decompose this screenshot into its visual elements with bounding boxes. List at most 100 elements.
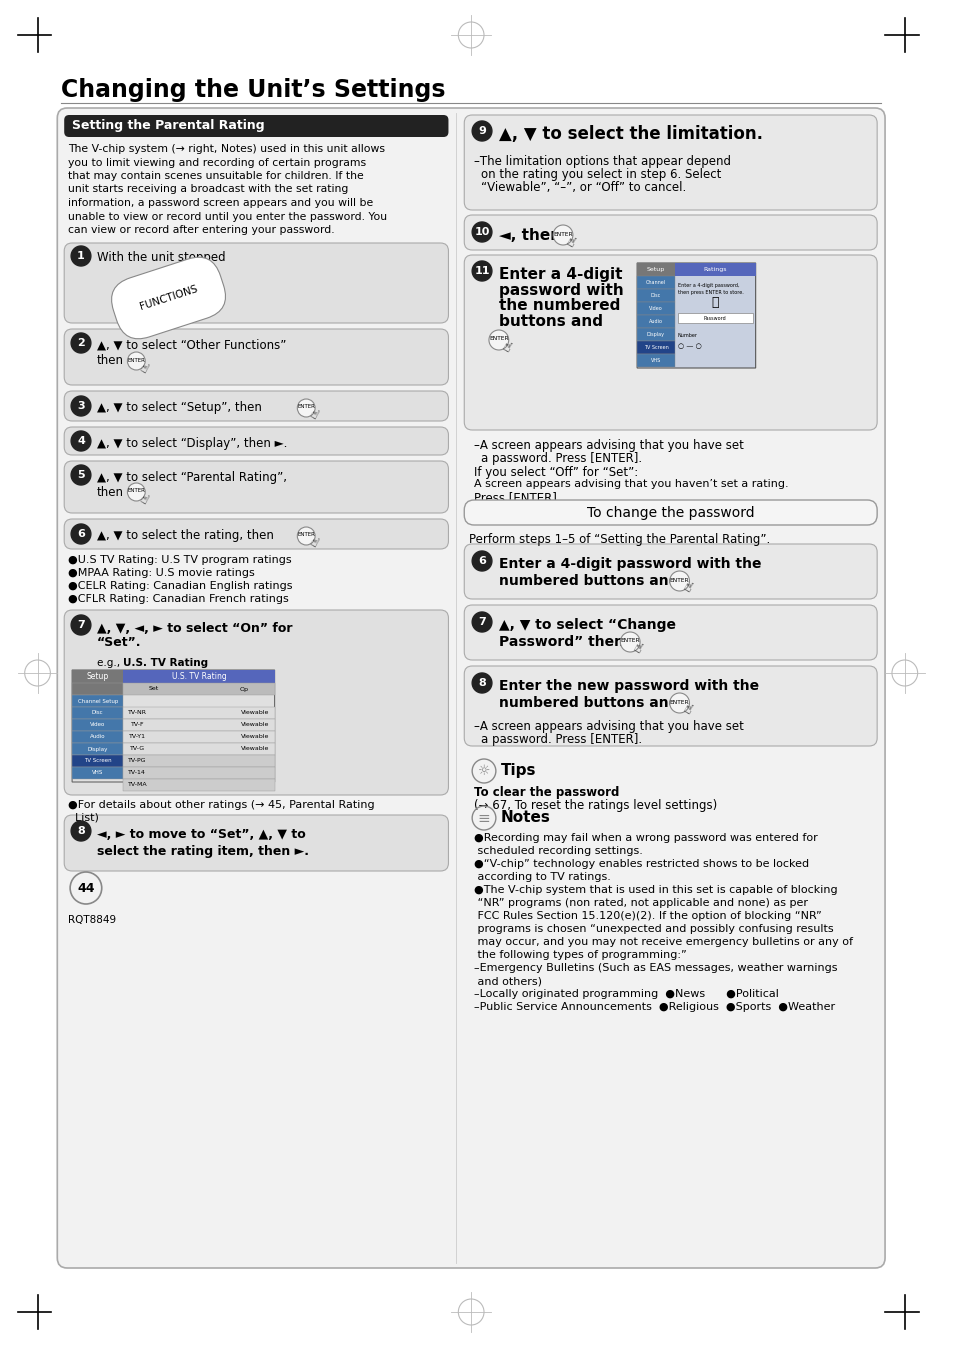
FancyBboxPatch shape — [72, 744, 123, 756]
Text: 7: 7 — [477, 617, 485, 626]
Circle shape — [472, 121, 492, 141]
Text: ●“V-chip” technology enables restricted shows to be locked: ●“V-chip” technology enables restricted … — [474, 859, 808, 869]
Text: ☝: ☝ — [136, 493, 150, 508]
Text: Channel: Channel — [645, 280, 665, 286]
Text: Ratings: Ratings — [702, 267, 726, 272]
FancyBboxPatch shape — [123, 683, 274, 695]
Text: can view or record after entering your password.: can view or record after entering your p… — [68, 225, 335, 234]
FancyBboxPatch shape — [464, 544, 876, 599]
Text: If you select “Off” for “Set”:: If you select “Off” for “Set”: — [474, 466, 638, 480]
Text: on the rating you select in step 6. Select: on the rating you select in step 6. Sele… — [480, 168, 720, 180]
Text: –A screen appears advising that you have set: –A screen appears advising that you have… — [474, 439, 743, 453]
Text: a password. Press [ENTER].: a password. Press [ENTER]. — [480, 733, 641, 746]
Text: buttons and: buttons and — [498, 314, 602, 330]
FancyBboxPatch shape — [72, 731, 123, 744]
Circle shape — [619, 632, 639, 652]
Text: Perform steps 1–5 of “Setting the Parental Rating”.: Perform steps 1–5 of “Setting the Parent… — [469, 533, 770, 546]
Text: The V-chip system (→ right, Notes) used in this unit allows: The V-chip system (→ right, Notes) used … — [68, 144, 385, 154]
Text: ☝: ☝ — [306, 536, 319, 551]
Text: Audio: Audio — [90, 734, 106, 740]
Text: U.S. TV Rating: U.S. TV Rating — [123, 657, 209, 668]
Text: 8: 8 — [77, 826, 85, 836]
FancyBboxPatch shape — [72, 719, 123, 731]
Text: and others): and others) — [474, 977, 541, 986]
Text: TV-MA: TV-MA — [128, 783, 147, 788]
Text: 6: 6 — [477, 556, 485, 566]
Text: Setting the Parental Rating: Setting the Parental Rating — [72, 120, 264, 132]
FancyBboxPatch shape — [64, 391, 448, 422]
Text: Viewable: Viewable — [240, 722, 269, 727]
Text: ▲, ▼ to select “Display”, then ►.: ▲, ▼ to select “Display”, then ►. — [96, 436, 287, 450]
Text: a password. Press [ENTER].: a password. Press [ENTER]. — [480, 453, 641, 465]
Text: Setup: Setup — [646, 267, 664, 272]
Text: ENTER: ENTER — [489, 337, 508, 342]
Text: ▲, ▼ to select the rating, then: ▲, ▼ to select the rating, then — [96, 529, 274, 543]
Text: –Locally originated programming  ●News      ●Political: –Locally originated programming ●News ●P… — [474, 989, 779, 999]
Text: ▲, ▼ to select “Change: ▲, ▼ to select “Change — [498, 618, 675, 632]
Text: Viewable: Viewable — [240, 710, 269, 715]
Text: Enter a 4-digit password with the: Enter a 4-digit password with the — [498, 558, 760, 571]
Text: ☼: ☼ — [477, 764, 490, 779]
Text: ☝: ☝ — [679, 579, 694, 597]
Text: ▲, ▼, ◄, ► to select “On” for: ▲, ▼, ◄, ► to select “On” for — [96, 621, 292, 634]
FancyBboxPatch shape — [637, 263, 755, 368]
Text: unit starts receiving a broadcast with the set rating: unit starts receiving a broadcast with t… — [68, 185, 348, 194]
Text: Audio: Audio — [648, 319, 662, 325]
Text: ◄, ► to move to “Set”, ▲, ▼ to: ◄, ► to move to “Set”, ▲, ▼ to — [96, 827, 305, 841]
Circle shape — [71, 396, 91, 416]
Text: scheduled recording settings.: scheduled recording settings. — [474, 846, 642, 855]
Text: ≡: ≡ — [477, 811, 490, 826]
Text: ENTER: ENTER — [553, 232, 572, 237]
Text: password with: password with — [498, 283, 623, 298]
Circle shape — [71, 822, 91, 841]
Text: ☝: ☝ — [306, 407, 319, 423]
Text: A screen appears advising that you haven’t set a rating.: A screen appears advising that you haven… — [474, 480, 788, 489]
Text: To change the password: To change the password — [586, 505, 754, 520]
Text: 2: 2 — [77, 338, 85, 348]
Text: To clear the password: To clear the password — [474, 787, 618, 799]
Text: ▲, ▼ to select the limitation.: ▲, ▼ to select the limitation. — [498, 125, 762, 143]
FancyBboxPatch shape — [72, 766, 123, 779]
Text: Display: Display — [88, 746, 108, 752]
Text: “NR” programs (non rated, not applicable and none) as per: “NR” programs (non rated, not applicable… — [474, 898, 807, 908]
Text: Video: Video — [90, 722, 106, 727]
Text: TV-14: TV-14 — [129, 770, 146, 776]
Text: ▲, ▼ to select “Parental Rating”,: ▲, ▼ to select “Parental Rating”, — [96, 470, 287, 484]
Text: FCC Rules Section 15.120(e)(2). If the option of blocking “NR”: FCC Rules Section 15.120(e)(2). If the o… — [474, 911, 821, 921]
Text: “Set”.: “Set”. — [96, 637, 141, 649]
Text: e.g.,: e.g., — [96, 657, 123, 668]
FancyBboxPatch shape — [64, 427, 448, 455]
Text: –Emergency Bulletins (Such as EAS messages, weather warnings: –Emergency Bulletins (Such as EAS messag… — [474, 963, 837, 973]
Text: TV Screen: TV Screen — [643, 345, 667, 350]
FancyBboxPatch shape — [464, 114, 876, 210]
Text: 44: 44 — [77, 881, 94, 894]
Text: TV Screen: TV Screen — [84, 758, 112, 764]
Text: ENTER: ENTER — [128, 489, 145, 493]
Text: TV-NR: TV-NR — [128, 710, 147, 715]
Text: Setup: Setup — [87, 672, 109, 682]
Text: ▲, ▼ to select “Setup”, then: ▲, ▼ to select “Setup”, then — [96, 401, 261, 415]
Circle shape — [128, 484, 145, 501]
Text: ●MPAA Rating: U.S movie ratings: ●MPAA Rating: U.S movie ratings — [68, 568, 254, 578]
Text: Video: Video — [648, 306, 662, 311]
Text: Password: Password — [703, 315, 726, 321]
Text: Disc: Disc — [650, 294, 660, 298]
Text: With the unit stopped: With the unit stopped — [96, 252, 225, 264]
Text: –The limitation options that appear depend: –The limitation options that appear depe… — [474, 155, 730, 168]
Text: ●CFLR Rating: Canadian French ratings: ●CFLR Rating: Canadian French ratings — [68, 594, 289, 603]
Text: VHS: VHS — [92, 770, 103, 776]
FancyBboxPatch shape — [123, 731, 274, 744]
Text: ENTER: ENTER — [669, 699, 689, 704]
Text: ENTER: ENTER — [297, 532, 314, 537]
FancyBboxPatch shape — [72, 683, 123, 695]
Text: ☝: ☝ — [499, 339, 514, 356]
Circle shape — [71, 524, 91, 544]
Text: ●U.S TV Rating: U.S TV program ratings: ●U.S TV Rating: U.S TV program ratings — [68, 555, 292, 564]
Text: according to TV ratings.: according to TV ratings. — [474, 872, 610, 882]
Text: you to limit viewing and recording of certain programs: you to limit viewing and recording of ce… — [68, 158, 366, 167]
Circle shape — [472, 674, 492, 692]
Text: ●Recording may fail when a wrong password was entered for: ●Recording may fail when a wrong passwor… — [474, 832, 817, 843]
FancyBboxPatch shape — [464, 216, 876, 251]
Text: ☝: ☝ — [679, 702, 694, 718]
Text: Viewable: Viewable — [240, 746, 269, 752]
